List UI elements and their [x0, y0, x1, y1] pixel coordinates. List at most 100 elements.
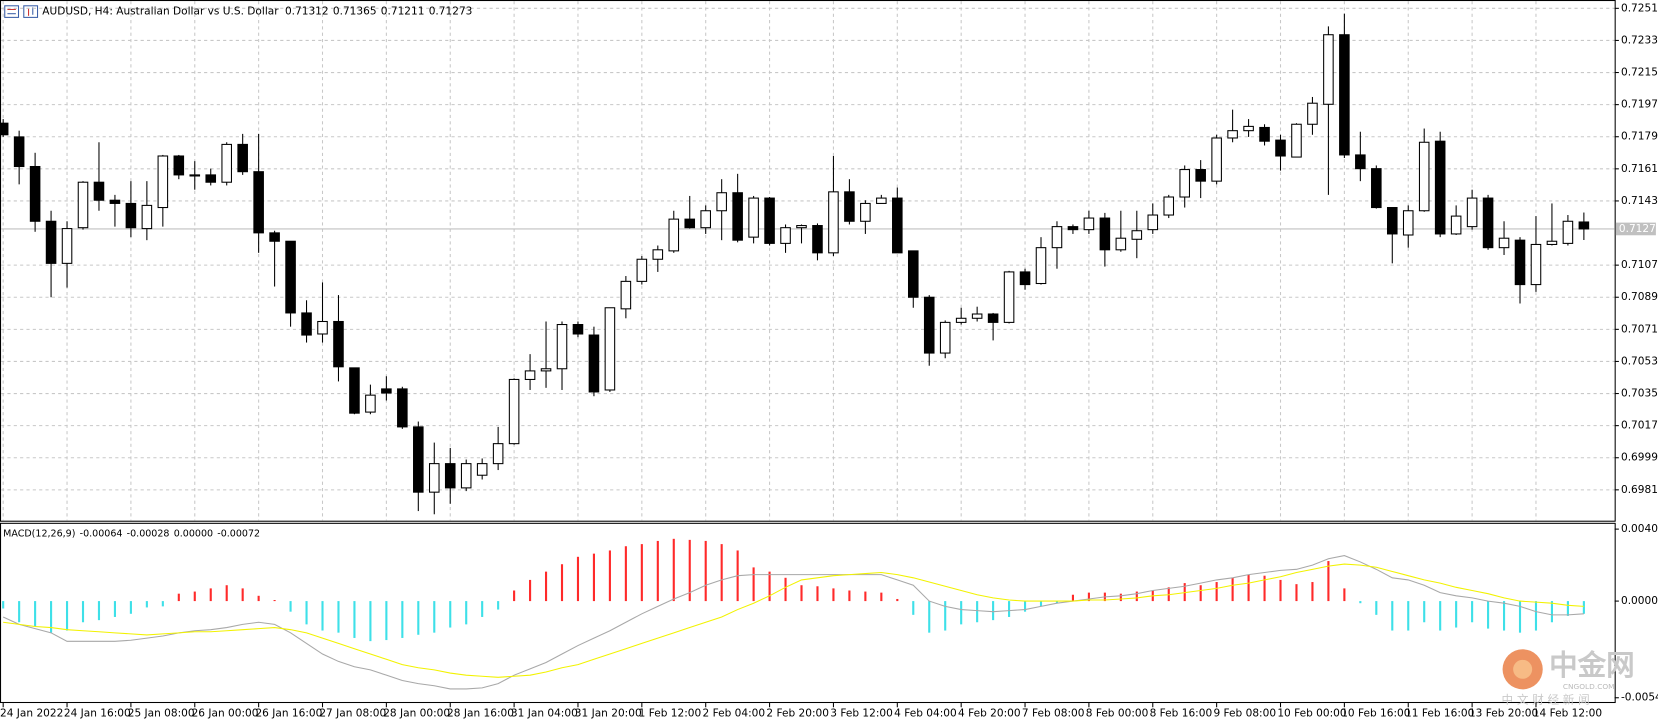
candle-body	[61, 228, 73, 264]
x-tick-label: 28 Jan 16:00	[447, 708, 514, 720]
title-text: MACD(12,26,9)	[3, 528, 75, 539]
candle-body	[1099, 217, 1111, 251]
candle-body	[955, 317, 967, 323]
candle-body	[907, 250, 919, 298]
watermark-name: 中金网	[1549, 649, 1635, 682]
candle-body	[556, 324, 568, 370]
candle-body	[365, 394, 376, 413]
candle-body	[1211, 137, 1222, 182]
x-tick-label: 1 Feb 12:00	[639, 708, 702, 720]
candle-body	[237, 143, 248, 173]
x-tick-label: 26 Jan 16:00	[255, 708, 322, 720]
y-tick-label: 0.00000	[1621, 595, 1658, 607]
candle-body	[923, 296, 935, 354]
candle-body	[508, 378, 520, 445]
indicator-title: MACD(12,26,9) -0.00064 -0.00028 0.00000 -0.0…	[3, 528, 260, 539]
candle-body	[428, 463, 440, 493]
candle-body	[780, 227, 791, 244]
title-value: 0.00000	[174, 528, 213, 539]
x-tick-label: 24 Jan 2022	[0, 708, 63, 720]
x-tick-label: 28 Jan 00:00	[383, 708, 450, 720]
candle-body	[221, 143, 232, 183]
candle-body	[109, 199, 121, 204]
x-tick-label: 31 Jan 04:00	[511, 708, 578, 720]
x-tick-label: 14 Feb 12:00	[1533, 708, 1603, 720]
x-tick-label: 8 Feb 16:00	[1150, 708, 1213, 720]
candle-body	[1434, 140, 1446, 235]
candle-body	[476, 463, 488, 476]
candle-body	[45, 220, 57, 264]
current-price-label: 0.71273	[1619, 223, 1658, 235]
candle-body	[1466, 197, 1478, 228]
candle-body	[876, 197, 887, 204]
candle-body	[1339, 34, 1350, 156]
x-tick-label: 26 Jan 00:00	[192, 708, 259, 720]
candle-body	[1371, 168, 1382, 209]
title-value: -0.00072	[217, 528, 260, 539]
candle-body	[1083, 217, 1095, 231]
symbol-icon	[4, 5, 39, 18]
candle-body	[397, 388, 408, 428]
candle-body	[173, 155, 185, 176]
watermark-logo	[1513, 659, 1533, 679]
candle-body	[444, 463, 456, 489]
x-tick-label: 10 Feb 16:00	[1341, 708, 1411, 720]
candle-body	[125, 202, 137, 229]
candle-body	[157, 155, 169, 209]
candle-body	[796, 225, 807, 229]
x-tick-label: 2 Feb 04:00	[703, 708, 766, 720]
candle-body	[1546, 240, 1558, 245]
candle-body	[1482, 197, 1494, 249]
x-tick-label: 7 Feb 08:00	[1022, 708, 1085, 720]
macd-panel-frame	[0, 522, 1616, 704]
candle-body	[588, 334, 600, 393]
candle-body	[764, 197, 775, 244]
title-value: 0.71312	[285, 6, 329, 18]
candle-body	[1227, 130, 1238, 139]
candle-body	[1402, 210, 1414, 236]
candle-body	[732, 192, 743, 241]
x-tick-label: 2 Feb 20:00	[766, 708, 829, 720]
title-value: -0.00028	[127, 528, 170, 539]
candle-body	[492, 443, 504, 465]
candle-body	[1035, 247, 1047, 285]
candle-body	[684, 218, 696, 229]
candle-body	[1067, 226, 1079, 231]
candle-body	[1195, 169, 1206, 182]
candle-body	[205, 174, 217, 183]
title-text: AUDUSD, H4: Australian Dollar vs U.S. Do…	[42, 6, 279, 18]
candle-body	[77, 181, 89, 229]
candle-body	[1003, 271, 1015, 323]
indicator-line	[3, 563, 1584, 678]
x-tick-label: 3 Feb 12:00	[830, 708, 893, 720]
title-value: -0.00064	[80, 528, 123, 539]
candle-body	[1355, 154, 1366, 170]
x-tick-label: 25 Jan 08:00	[128, 708, 195, 720]
candle-body	[93, 181, 105, 201]
candle-body	[1498, 237, 1510, 249]
x-tick-label: 27 Jan 08:00	[319, 708, 386, 720]
candle-body	[0, 122, 9, 136]
x-tick-label: 31 Jan 20:00	[575, 708, 642, 720]
candle-body	[971, 313, 983, 319]
candle-body	[381, 388, 392, 394]
x-tick-label: 10 Feb 00:00	[1277, 708, 1347, 720]
candle-body	[716, 192, 727, 212]
price-panel-frame	[0, 0, 1616, 522]
x-tick-label: 9 Feb 08:00	[1213, 708, 1276, 720]
candle-body	[812, 225, 823, 254]
x-tick-label: 24 Jan 16:00	[64, 708, 131, 720]
y-tick-label: 0.00408	[1621, 523, 1658, 535]
